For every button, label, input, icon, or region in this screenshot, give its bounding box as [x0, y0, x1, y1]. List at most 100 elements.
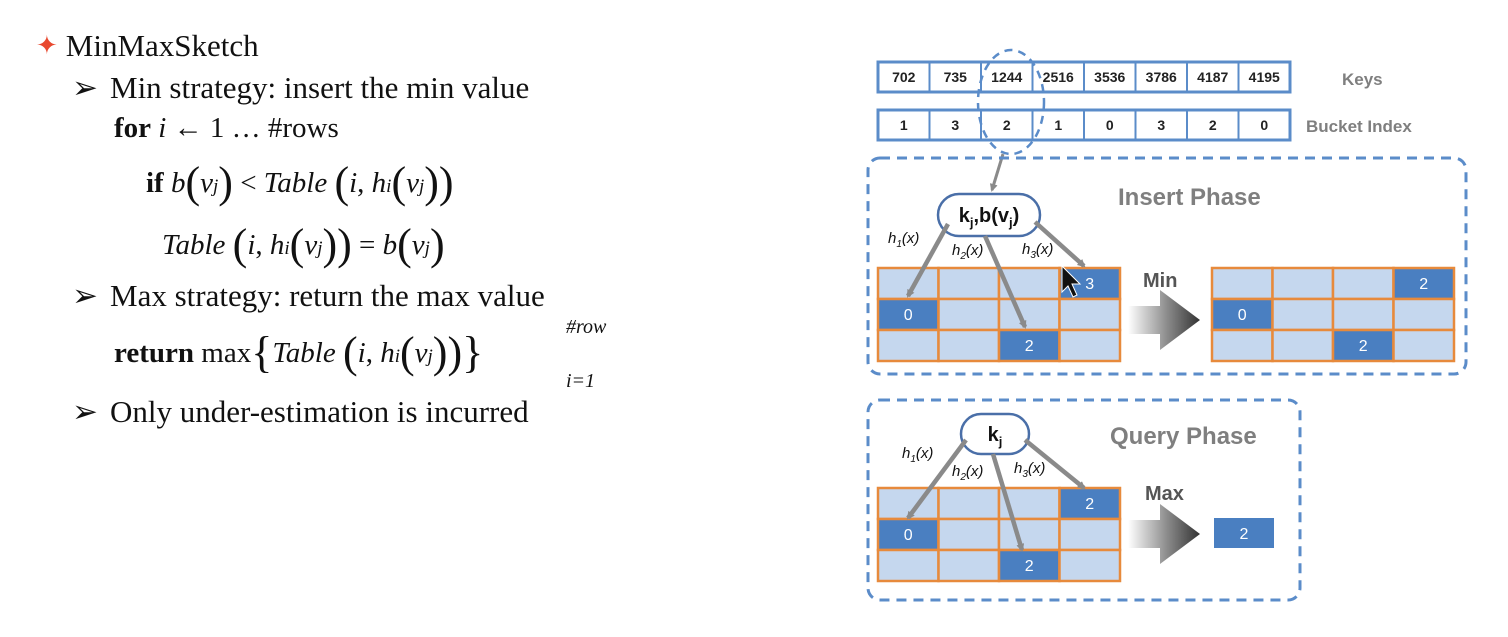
max-transform-arrow [1128, 504, 1200, 564]
table-cell-value: 2 [1419, 276, 1428, 293]
table-cell [937, 517, 1001, 552]
query-phase-title: Query Phase [1110, 423, 1257, 450]
return-table: Table [272, 337, 336, 370]
if-h-sub: i [386, 176, 392, 198]
if-j2: j [418, 176, 425, 198]
table-cell [1058, 328, 1122, 363]
insert-h2-arrow [982, 235, 1028, 329]
query-h2-arrow [990, 453, 1025, 552]
table-cell [937, 266, 1001, 301]
if-table: Table [263, 167, 328, 200]
table-cell [1392, 266, 1456, 301]
insert-node [936, 192, 1042, 238]
query-h2-label: h2(x) [952, 463, 983, 483]
table-cell [1210, 266, 1274, 301]
if-i: i [349, 167, 358, 200]
max-label: Max [1145, 483, 1184, 505]
arrowhead-bullet-icon: ➢ [72, 70, 98, 105]
insert-node-label: kj,b(vj) [959, 205, 1020, 230]
max-strategy-text: Max strategy: return the max value [110, 278, 545, 313]
bucket-cell: 1 [900, 117, 908, 133]
key-cell: 1244 [991, 69, 1022, 85]
table-cell-value: 2 [1025, 558, 1034, 575]
insert-phase-box [866, 156, 1468, 376]
key-cell: 735 [944, 69, 968, 85]
assign-j: j [317, 238, 323, 260]
if-lt: < [240, 167, 257, 200]
query-phase-box [866, 398, 1302, 602]
insert-after-table: 2 0 2 [1210, 266, 1456, 363]
bucket-cell: 1 [1054, 117, 1062, 133]
key-cell: 2516 [1043, 69, 1074, 85]
bullet-under-estimation: ➢ Only under-estimation is incurred [72, 394, 529, 430]
min-transform-arrow [1128, 290, 1200, 350]
max-fn: max [201, 337, 252, 370]
table-cell [1210, 328, 1274, 363]
query-result-value: 2 [1240, 526, 1249, 543]
if-v: v [200, 167, 213, 200]
assign-v: v [304, 229, 318, 262]
keys-label: Keys [1342, 70, 1383, 89]
table-cell [876, 548, 940, 583]
key-cell: 3536 [1094, 69, 1125, 85]
table-cell-value: 0 [904, 527, 913, 544]
star-bullet-icon: ✦ [36, 31, 58, 60]
query-table: 2 0 2 [876, 486, 1122, 583]
return-line: return max{Table (i, hi(vj))} [114, 328, 484, 377]
bucket-cell: 0 [1106, 117, 1114, 133]
if-h: h [371, 167, 387, 200]
query-h1-arrow [906, 438, 968, 520]
table-cell [1392, 297, 1456, 332]
for-range: 1 … #rows [209, 112, 339, 144]
table-cell [1331, 297, 1395, 332]
table-cell-value: 2 [1085, 496, 1094, 513]
table-cell [997, 517, 1061, 552]
table-cell-value: 3 [1085, 276, 1094, 293]
table-cell [1271, 266, 1335, 301]
if-line: if b(vj) < Table (i, hi(vj)) [146, 158, 454, 207]
assign-i: i [247, 229, 256, 262]
for-arrow: ← [173, 112, 203, 144]
under-estimation-text: Only under-estimation is incurred [110, 394, 529, 429]
return-h: h [380, 337, 395, 370]
insert-h1-arrow [906, 222, 950, 298]
query-result-cell [1214, 518, 1274, 548]
return-j: j [427, 346, 433, 368]
table-cell-value: 0 [904, 307, 913, 324]
table-cell [1058, 297, 1122, 332]
bucket-cell: 3 [951, 117, 959, 133]
bullet-title: MinMaxSketch [65, 28, 259, 63]
insert-phase-title: Insert Phase [1118, 184, 1261, 211]
insert-h1-label: h1(x) [888, 230, 919, 250]
if-b: b [170, 167, 186, 200]
return-i: i [357, 337, 366, 370]
min-strategy-text: Min strategy: insert the min value [110, 70, 530, 105]
table-cell [1392, 328, 1456, 363]
for-var: i [158, 112, 167, 144]
for-line: for i ← 1 … #rows [114, 112, 339, 145]
table-cell [876, 297, 940, 332]
bucket-cell: 3 [1157, 117, 1165, 133]
bullet-minmaxsketch: ✦ MinMaxSketch [36, 28, 259, 64]
table-cell [997, 328, 1061, 363]
bucket-cell: 2 [1003, 117, 1011, 133]
table-cell [1058, 548, 1122, 583]
table-cell [937, 486, 1001, 521]
if-v2: v [406, 167, 419, 200]
assign-h-sub: i [284, 238, 290, 260]
ellipse-arrow [989, 153, 1005, 192]
assign-b: b [382, 229, 398, 262]
highlight-ellipse [976, 48, 1046, 156]
table-cell [937, 297, 1001, 332]
arrowhead-bullet-icon: ➢ [72, 394, 98, 429]
if-j: j [213, 176, 219, 198]
assign-j2: j [424, 238, 430, 260]
assign-h: h [269, 229, 285, 262]
keys-row: 702 735 1244 2516 3536 3786 4187 4195 [876, 60, 1292, 94]
query-h3-label: h3(x) [1014, 460, 1045, 480]
table-cell [1331, 266, 1395, 301]
mouse-cursor-icon [1061, 264, 1082, 298]
return-upper: #row [566, 316, 607, 338]
arrowhead-bullet-icon: ➢ [72, 278, 98, 313]
